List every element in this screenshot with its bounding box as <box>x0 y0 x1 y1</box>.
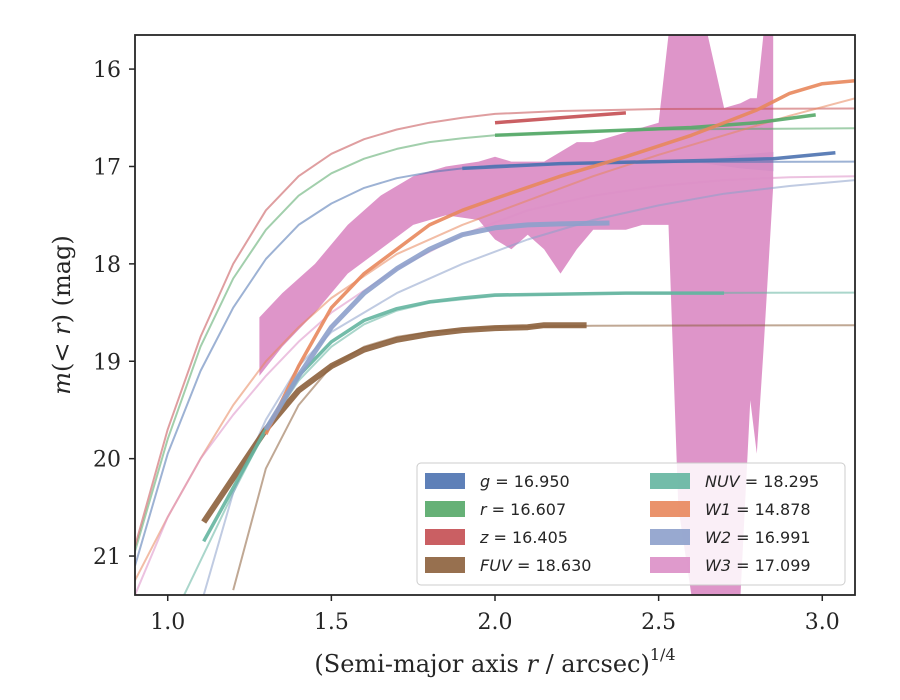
legend-label: FUV = 18.630 <box>480 556 591 575</box>
legend-label: W2 = 16.991 <box>705 528 811 547</box>
legend-frame <box>416 462 846 586</box>
legend-item-w1: W1 = 14.878 <box>650 500 811 519</box>
legend-label: g = 16.950 <box>480 472 570 491</box>
legend-swatch <box>650 529 690 545</box>
y-axis-label: m(< r) (mag) <box>48 235 76 395</box>
model-curve-w2 <box>202 179 855 595</box>
y-tick-label: 17 <box>93 155 121 180</box>
legend-swatch <box>650 501 690 517</box>
legend-item-nuv: NUV = 18.295 <box>650 472 819 491</box>
plot-area <box>135 35 855 595</box>
legend-swatch <box>425 529 465 545</box>
y-tick-label: 18 <box>93 253 121 278</box>
legend-label: W1 = 14.878 <box>705 500 811 519</box>
legend-swatch <box>650 473 690 489</box>
legend-swatch <box>425 557 465 573</box>
x-tick-label: 1.0 <box>150 610 185 635</box>
legend-item-z: z = 16.405 <box>425 528 568 547</box>
x-tick-label: 2.0 <box>478 610 513 635</box>
legend-item-w3: W3 = 17.099 <box>650 556 811 575</box>
data-curve-w2 <box>263 220 610 431</box>
legend-label: W3 = 17.099 <box>705 556 811 575</box>
legend-label: r = 16.607 <box>480 500 566 519</box>
data-curves <box>201 79 855 543</box>
x-axis: 1.0 1.5 2.0 2.5 3.0 <box>150 595 840 635</box>
legend-item-g: g = 16.950 <box>425 472 570 491</box>
y-tick-label: 20 <box>93 448 121 473</box>
data-curve-w1 <box>264 79 855 436</box>
y-tick-label: 16 <box>93 58 121 83</box>
x-tick-label: 1.5 <box>314 610 349 635</box>
data-curve-g <box>462 151 836 171</box>
y-tick-label: 19 <box>93 350 121 375</box>
legend-swatch <box>650 557 690 573</box>
legend-swatch <box>425 501 465 517</box>
x-axis-label: (Semi-major axis r / arcsec)1/4 <box>314 645 675 678</box>
x-tick-label: 3.0 <box>805 610 840 635</box>
model-curve-z <box>135 107 855 547</box>
model-curve-w1 <box>135 97 855 581</box>
y-tick-label: 21 <box>93 545 121 570</box>
legend-item-w2: W2 = 16.991 <box>650 528 811 547</box>
y-axis: 16 17 18 19 20 21 <box>93 58 135 570</box>
data-curve-r <box>494 113 816 138</box>
band-w3 <box>259 35 774 595</box>
legend-label: z = 16.405 <box>479 528 568 547</box>
legend-label: NUV = 18.295 <box>705 472 819 491</box>
legend: g = 16.950 r = 16.607 z = 16.405 FUV = 18.6… <box>416 462 846 586</box>
legend-item-fuv: FUV = 18.630 <box>425 556 591 575</box>
x-tick-label: 2.5 <box>641 610 676 635</box>
data-curve-z <box>494 111 627 125</box>
legend-swatch <box>425 473 465 489</box>
legend-item-r: r = 16.607 <box>425 500 566 519</box>
